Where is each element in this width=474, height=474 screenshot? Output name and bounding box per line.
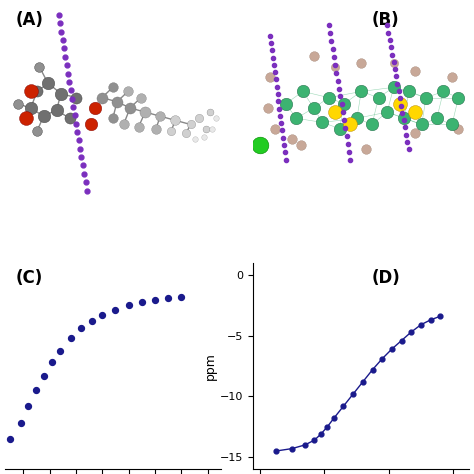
- Point: [177, 293, 185, 301]
- Point: [88, 317, 95, 325]
- Point: [317, 430, 325, 438]
- Point: [6, 435, 14, 443]
- Point: [417, 321, 425, 328]
- Point: [408, 328, 415, 336]
- Point: [164, 294, 172, 302]
- Point: [33, 386, 40, 394]
- Text: (C): (C): [16, 269, 43, 287]
- Point: [427, 316, 434, 324]
- Point: [99, 311, 106, 319]
- Point: [40, 372, 48, 380]
- Point: [272, 447, 280, 455]
- Point: [288, 445, 296, 452]
- Point: [324, 423, 331, 430]
- Point: [349, 390, 357, 398]
- Point: [48, 359, 56, 366]
- Text: (D): (D): [372, 269, 401, 287]
- Point: [67, 334, 74, 342]
- Point: [340, 402, 347, 410]
- Point: [330, 414, 337, 422]
- Text: (B): (B): [372, 11, 400, 29]
- Point: [388, 345, 396, 353]
- Point: [77, 325, 85, 332]
- Point: [17, 419, 24, 427]
- Point: [151, 296, 159, 304]
- Point: [310, 437, 318, 444]
- Point: [25, 402, 32, 410]
- Point: [56, 347, 64, 355]
- Point: [359, 378, 366, 386]
- Point: [301, 441, 309, 449]
- Point: [437, 312, 444, 320]
- Y-axis label: ppm: ppm: [204, 352, 218, 380]
- Point: [398, 337, 405, 344]
- Point: [378, 355, 386, 363]
- Point: [138, 299, 146, 306]
- Text: (A): (A): [16, 11, 44, 29]
- Point: [125, 301, 132, 309]
- Point: [111, 306, 119, 313]
- Point: [369, 366, 376, 374]
